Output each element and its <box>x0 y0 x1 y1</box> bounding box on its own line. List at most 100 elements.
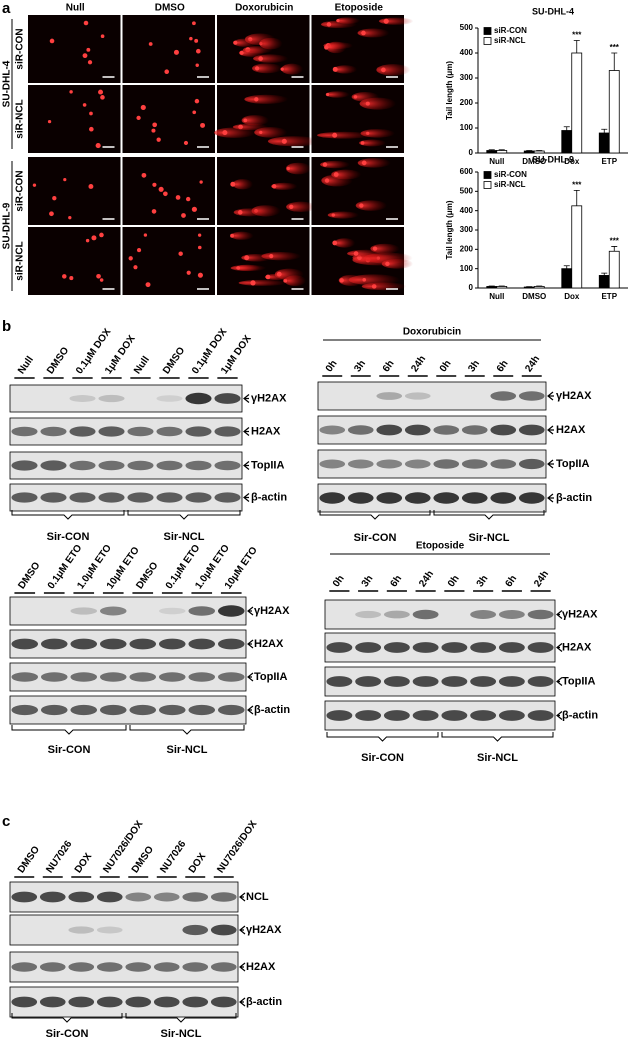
group-label: Sir-CON <box>47 531 90 543</box>
band <box>461 459 488 469</box>
band <box>127 492 154 503</box>
band <box>404 492 431 504</box>
band <box>470 710 497 721</box>
nucleus <box>148 42 153 46</box>
band <box>182 962 209 972</box>
nucleus <box>197 245 202 250</box>
band <box>355 610 382 619</box>
row-label: β-actin <box>556 492 592 504</box>
band <box>210 924 237 936</box>
band <box>39 996 66 1008</box>
nucleus <box>152 122 158 128</box>
lane-label: 24h <box>523 354 542 374</box>
nucleus <box>192 110 197 115</box>
comet-tail <box>336 17 361 24</box>
row-label: H2AX <box>556 424 586 436</box>
band <box>40 672 68 682</box>
band <box>470 676 497 687</box>
bracket <box>319 510 431 520</box>
band <box>210 962 237 972</box>
legend-swatch <box>483 27 492 35</box>
band <box>490 459 517 469</box>
band <box>433 425 460 435</box>
nucleus <box>276 271 282 277</box>
band <box>518 391 545 401</box>
band <box>99 672 127 682</box>
column-header: Null <box>66 3 85 14</box>
band <box>412 676 439 687</box>
band <box>433 492 460 504</box>
y-tick-label: 500 <box>460 23 474 32</box>
group-label: Sir-NCL <box>161 1028 202 1040</box>
band <box>182 892 209 902</box>
band <box>498 610 525 619</box>
bracket <box>441 732 554 742</box>
lane-label: NU7026/DOX <box>215 819 259 876</box>
nucleus <box>250 280 256 286</box>
lane-label: 3h <box>475 573 491 589</box>
x-tick-label: DMSO <box>522 292 546 301</box>
nucleus <box>336 18 340 23</box>
bar <box>571 205 583 289</box>
group-label: Sir-CON <box>46 1028 89 1040</box>
band <box>498 710 525 721</box>
band <box>326 710 353 721</box>
lane-label: 3h <box>352 358 368 374</box>
band <box>153 996 180 1008</box>
band <box>125 962 152 972</box>
row-label: β-actin <box>562 709 598 721</box>
annotation: *** <box>572 31 582 40</box>
band <box>404 424 431 436</box>
lane-label: NU7026 <box>44 839 74 876</box>
y-tick-label: 400 <box>460 206 474 215</box>
row-label: H2AX <box>246 961 276 973</box>
band <box>210 892 237 902</box>
band <box>70 638 98 650</box>
error-bar <box>563 265 570 269</box>
band <box>433 459 460 469</box>
band <box>69 492 96 503</box>
row-label: γH2AX <box>251 392 287 404</box>
nucleus <box>281 138 287 144</box>
band <box>518 458 545 470</box>
bracket <box>433 510 545 520</box>
band <box>404 392 431 400</box>
band <box>319 459 346 469</box>
row-label: γH2AX <box>254 605 290 617</box>
group-label: Sir-NCL <box>167 744 208 756</box>
micrograph <box>122 227 215 295</box>
legend-label: siR-NCL <box>494 36 526 45</box>
bar <box>608 250 620 289</box>
arrow <box>547 459 554 469</box>
nucleus <box>197 272 203 278</box>
band <box>404 459 431 469</box>
nucleus <box>152 182 157 187</box>
panel-label: b <box>2 318 11 335</box>
comet-tail <box>286 201 317 212</box>
error-bar <box>611 52 618 71</box>
micrograph <box>311 157 404 225</box>
band <box>39 891 66 903</box>
nucleus <box>195 48 201 54</box>
band <box>158 704 186 716</box>
column-header: DMSO <box>155 3 185 14</box>
band <box>461 492 488 504</box>
lane-label: 3h <box>360 573 376 589</box>
band <box>376 424 403 436</box>
band <box>441 676 468 687</box>
bar <box>598 275 610 289</box>
legend-label: siR-CON <box>494 26 527 35</box>
nucleus <box>222 130 228 136</box>
lane-label: 6h <box>503 573 519 589</box>
nucleus <box>361 160 367 166</box>
band <box>96 996 123 1008</box>
band <box>99 638 127 650</box>
band <box>498 676 525 687</box>
error-bar <box>498 149 505 151</box>
band <box>527 642 554 653</box>
band <box>347 425 374 435</box>
y-tick-label: 0 <box>469 283 474 292</box>
nucleus <box>181 213 186 218</box>
error-bar <box>601 128 608 133</box>
nucleus <box>353 95 358 99</box>
